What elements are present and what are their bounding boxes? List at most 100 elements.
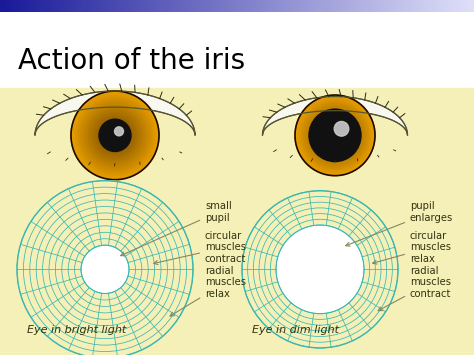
Bar [95, 0, 97, 12]
Bar [0, 0, 2, 12]
Bar [230, 0, 232, 12]
Bar [334, 0, 337, 12]
Circle shape [99, 119, 131, 152]
Bar [246, 0, 249, 12]
Bar [325, 0, 327, 12]
Circle shape [86, 106, 145, 165]
Bar [320, 0, 322, 12]
Bar [358, 0, 360, 12]
Text: circular
muscles
contract: circular muscles contract [154, 231, 246, 264]
Bar [405, 0, 408, 12]
Bar [270, 0, 273, 12]
Bar [318, 0, 320, 12]
Circle shape [100, 121, 130, 150]
Circle shape [17, 181, 193, 355]
Text: circular
muscles
relax: circular muscles relax [373, 231, 451, 264]
Bar [363, 0, 365, 12]
Bar [199, 0, 201, 12]
Text: Eye in dim light: Eye in dim light [252, 325, 339, 335]
Bar [164, 0, 166, 12]
Bar [424, 0, 427, 12]
Bar [50, 0, 52, 12]
Bar [81, 0, 83, 12]
Bar [152, 0, 154, 12]
Bar [434, 0, 436, 12]
Bar [453, 0, 455, 12]
Circle shape [81, 101, 149, 170]
Bar [204, 0, 206, 12]
Bar [408, 0, 410, 12]
Bar [299, 0, 301, 12]
Bar [429, 0, 431, 12]
Text: Eye in bright light: Eye in bright light [27, 325, 126, 335]
Bar [92, 0, 95, 12]
Circle shape [322, 122, 348, 149]
Bar [21, 0, 24, 12]
Bar [28, 0, 31, 12]
Circle shape [98, 118, 132, 153]
Bar [17, 0, 19, 12]
Bar [83, 0, 85, 12]
Bar [389, 0, 391, 12]
Circle shape [83, 103, 147, 167]
Bar [377, 0, 379, 12]
Bar [417, 0, 419, 12]
Circle shape [309, 109, 361, 162]
Bar [441, 0, 443, 12]
Bar [121, 0, 123, 12]
Circle shape [308, 109, 362, 162]
Bar [128, 0, 130, 12]
Circle shape [297, 97, 373, 173]
Bar [306, 0, 308, 12]
Bar [85, 0, 88, 12]
Bar [329, 0, 332, 12]
Bar [455, 0, 457, 12]
Bar [140, 0, 142, 12]
Bar [280, 0, 282, 12]
Bar [419, 0, 422, 12]
Bar [249, 0, 251, 12]
Bar [0, 12, 474, 88]
Bar [396, 0, 398, 12]
Bar [220, 0, 223, 12]
Bar [69, 0, 71, 12]
Bar [292, 0, 294, 12]
Bar [346, 0, 348, 12]
Bar [52, 0, 55, 12]
Circle shape [76, 96, 154, 175]
Bar [344, 0, 346, 12]
Bar [469, 0, 472, 12]
Circle shape [276, 225, 364, 314]
Bar [171, 0, 173, 12]
Circle shape [88, 108, 142, 163]
Circle shape [112, 133, 118, 138]
Bar [282, 0, 284, 12]
Bar [218, 0, 220, 12]
Circle shape [73, 93, 156, 177]
Bar [327, 0, 329, 12]
Bar [465, 0, 467, 12]
Circle shape [300, 99, 371, 171]
Bar [462, 0, 465, 12]
Bar [448, 0, 450, 12]
Bar [104, 0, 107, 12]
Bar [73, 0, 76, 12]
Polygon shape [35, 91, 195, 135]
Bar [370, 0, 372, 12]
Bar [40, 0, 43, 12]
Bar [393, 0, 396, 12]
Bar [232, 0, 235, 12]
Circle shape [313, 113, 357, 158]
Bar [126, 0, 128, 12]
Bar [287, 0, 289, 12]
Bar [289, 0, 292, 12]
Circle shape [301, 102, 368, 169]
Bar [12, 0, 14, 12]
Bar [367, 0, 370, 12]
Bar [472, 0, 474, 12]
Bar [142, 0, 145, 12]
Bar [197, 0, 199, 12]
Text: pupil
enlarges: pupil enlarges [346, 201, 453, 246]
Bar [123, 0, 126, 12]
Circle shape [330, 131, 339, 140]
